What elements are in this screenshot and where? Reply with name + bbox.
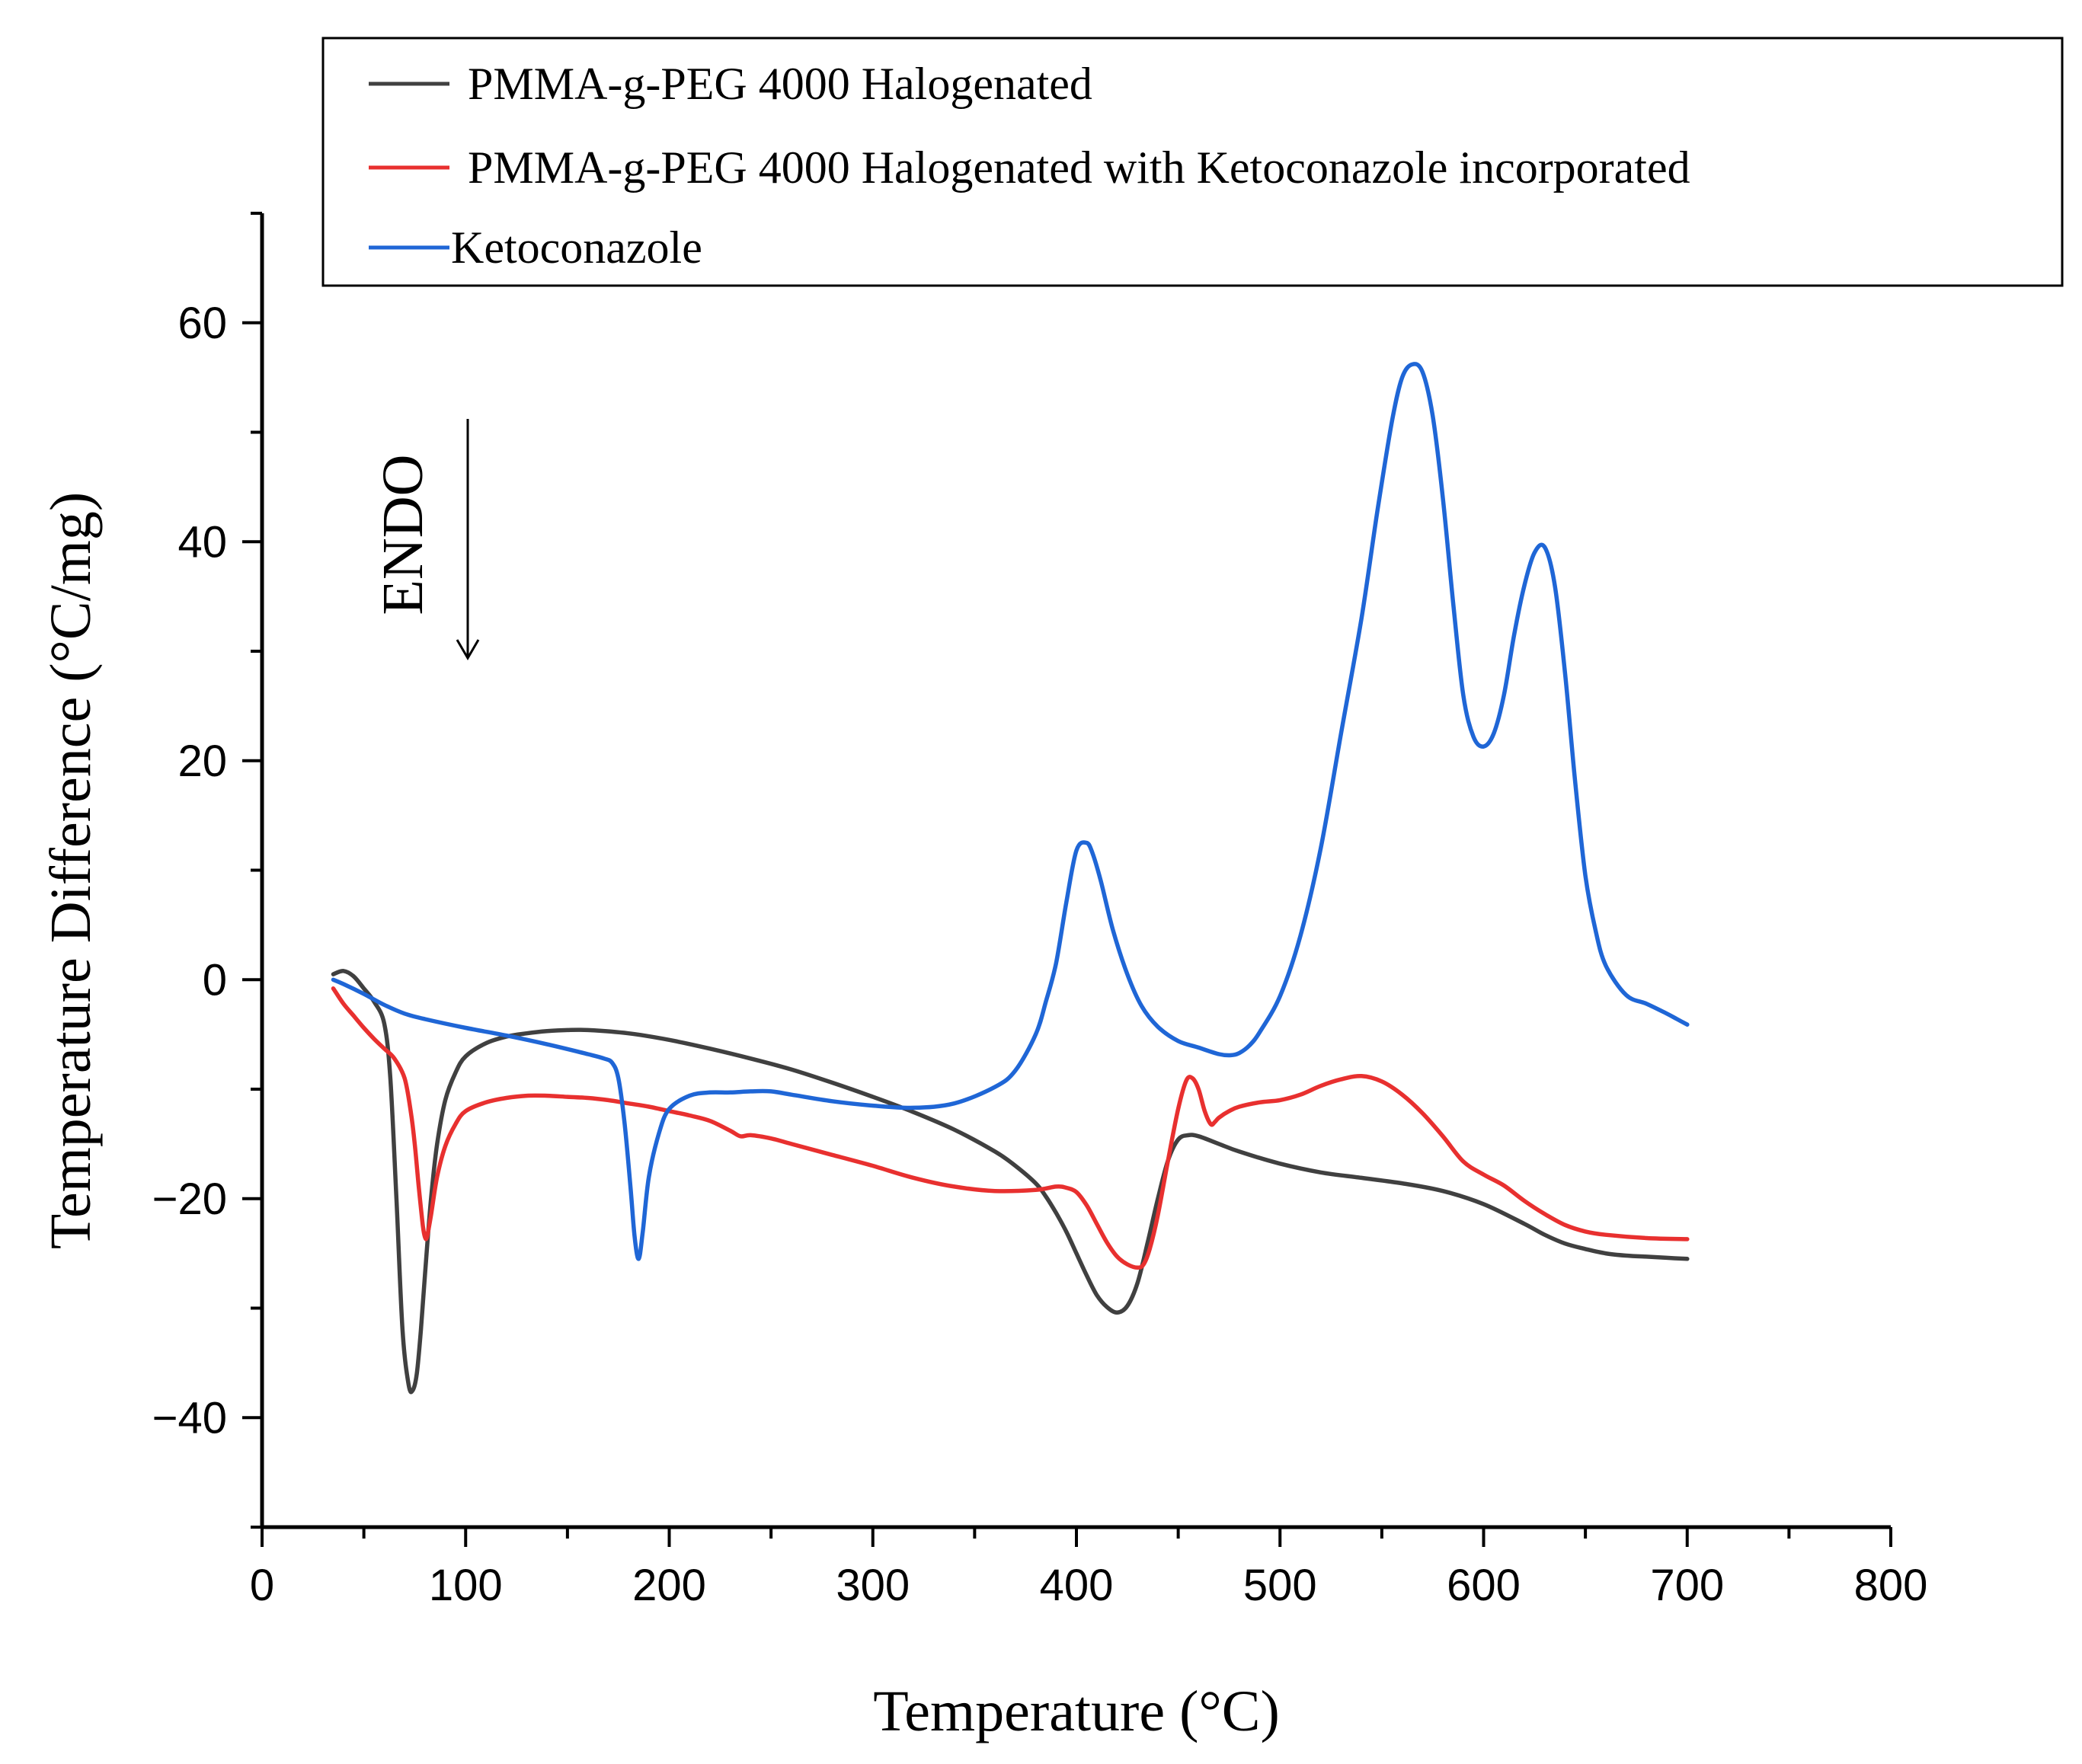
x-tick-label: 400 (1040, 1561, 1114, 1610)
x-tick-label: 0 (250, 1561, 274, 1610)
endo-arrow-head (456, 639, 480, 660)
x-tick-label: 200 (632, 1561, 706, 1610)
legend: PMMA-g-PEG 4000 Halogenated PMMA-g-PEG 4… (321, 37, 2064, 287)
endo-annotation: ENDO (371, 419, 480, 660)
x-tick-label: 300 (836, 1561, 910, 1610)
y-ticks: −40 −20 0 20 40 60 (152, 212, 262, 1529)
y-tick-label: −40 (152, 1393, 227, 1443)
x-tick-label: 700 (1650, 1561, 1724, 1610)
y-tick-label: 40 (177, 517, 227, 567)
series-line-pmma-keto (331, 986, 1690, 1270)
endo-label: ENDO (371, 454, 435, 615)
x-tick-label: 500 (1243, 1561, 1317, 1610)
y-tick-label: 60 (177, 299, 227, 348)
y-axis-title: Temperature Difference (°C/mg) (39, 492, 103, 1249)
x-tick-label: 800 (1854, 1561, 1928, 1610)
x-tick-label: 100 (429, 1561, 503, 1610)
legend-label-pmma-keto: PMMA-g-PEG 4000 Halogenated with Ketocon… (468, 142, 1690, 193)
series-line-pmma (331, 969, 1690, 1395)
series-layer (331, 362, 1690, 1395)
y-tick-label: −20 (152, 1174, 227, 1224)
x-tick-label: 600 (1447, 1561, 1521, 1610)
x-ticks: 0 100 200 300 400 500 600 700 800 (250, 1527, 1928, 1610)
legend-box (321, 37, 2064, 287)
legend-label-pmma: PMMA-g-PEG 4000 Halogenated (468, 59, 1092, 109)
y-tick-label: 20 (177, 737, 227, 786)
legend-label-keto: Ketoconazole (451, 222, 702, 273)
plot-area: 0 100 200 300 400 500 600 700 800 −40 −20 0 20 40 60 (152, 212, 1928, 1610)
series-line-ketoconazole (331, 362, 1690, 1261)
y-tick-label: 0 (203, 955, 227, 1005)
x-axis-title: Temperature (°C) (873, 1679, 1280, 1743)
